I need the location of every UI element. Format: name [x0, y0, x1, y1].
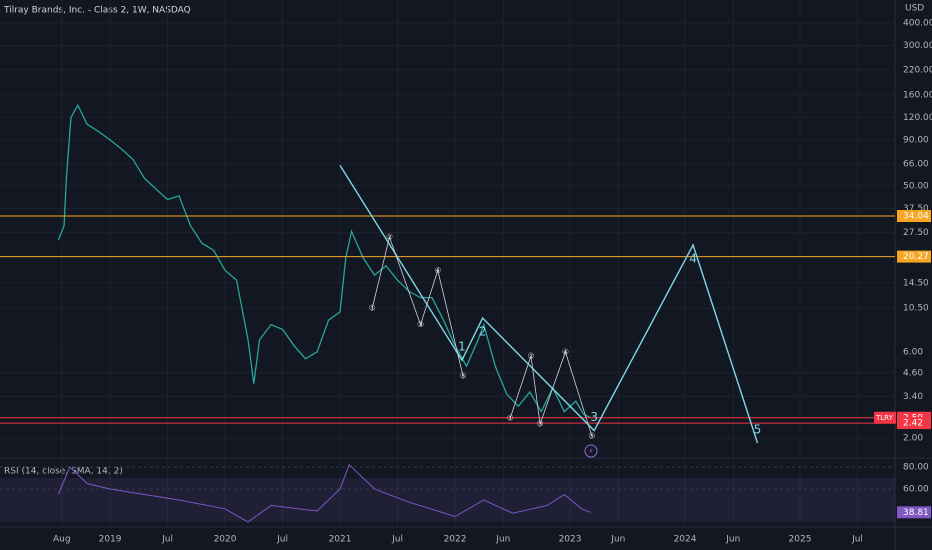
rsi-last-box [897, 506, 931, 519]
rsi-band [0, 478, 895, 522]
x-tick-label: 2022 [444, 535, 467, 545]
y-tick-label: 6.00 [903, 347, 923, 357]
chart-title: Tilray Brands, Inc. - Class 2, 1W, NASDA… [3, 6, 191, 16]
subwave-label: ② [527, 351, 534, 360]
y-tick-label: 37.50 [903, 204, 929, 214]
wave-label: 3 [590, 410, 598, 424]
subwave-label: ⑤ [588, 432, 595, 441]
y-tick-label: 3.40 [903, 392, 923, 402]
x-tick-label: 2025 [789, 535, 812, 545]
y-tick-label: 400.00 [903, 19, 932, 29]
wave-label: 2 [479, 325, 487, 339]
y-tick-label: 4.60 [903, 368, 923, 378]
subwave-label: ① [507, 414, 514, 423]
y-tick-label: 300.00 [903, 41, 932, 51]
y-tick-label: 2.00 [903, 434, 923, 444]
rsi-last-label: 38.81 [903, 508, 929, 518]
subwave-label: ② [386, 233, 393, 242]
currency: USD [905, 4, 924, 14]
subwave-line [371, 235, 464, 377]
y-tick-label: 160.00 [903, 90, 932, 100]
subwave-line [509, 350, 593, 437]
x-tick-label: 2020 [214, 535, 237, 545]
subwave-label: ① [369, 304, 376, 313]
price-line [57, 103, 592, 419]
wave-label: 1 [458, 340, 466, 354]
level-label: 2.42 [903, 419, 923, 429]
subwave-label: ④ [434, 266, 441, 275]
level-label: 34.04 [903, 211, 929, 221]
subwave-label: ③ [537, 420, 544, 429]
y-tick-label: 14.50 [903, 278, 929, 288]
y-tick-label: 66.00 [903, 160, 929, 170]
x-tick-label: Jun [495, 535, 510, 545]
y-tick-label: 220.00 [903, 65, 932, 75]
wave-label: 5 [754, 422, 762, 436]
rsi-tick-label: 80.00 [903, 463, 929, 473]
wave-line [339, 164, 759, 444]
x-tick-label: Aug [53, 535, 71, 545]
rsi-tick-label: 60.00 [903, 485, 929, 495]
y-tick-label: 27.50 [903, 228, 929, 238]
level-box [897, 209, 931, 222]
y-tick-label: 50.00 [903, 181, 929, 191]
x-tick-label: 2023 [559, 535, 582, 545]
rsi-line [57, 463, 591, 523]
subwave-label: ④ [562, 347, 569, 356]
event-icon[interactable] [584, 444, 598, 458]
x-tick-label: 2019 [99, 535, 122, 545]
x-tick-label: Jun [610, 535, 625, 545]
y-tick-label: 120.00 [903, 113, 932, 123]
ticker-box [874, 411, 896, 424]
y-tick-label: 10.50 [903, 304, 929, 314]
subwave-label: ③ [417, 320, 424, 329]
x-tick-label: 2021 [329, 535, 352, 545]
level-label: 20.27 [903, 252, 929, 262]
y-tick-label: 90.00 [903, 135, 929, 145]
level-box [897, 417, 931, 430]
x-tick-label: Jul [276, 535, 288, 545]
wave-label: 4 [689, 252, 697, 266]
x-tick-label: Jul [391, 535, 403, 545]
x-tick-label: Jun [725, 535, 740, 545]
ticker-label: TLRY [875, 414, 894, 422]
event-icon-glyph[interactable]: ⚡ [588, 447, 594, 456]
subwave-label: ⑤ [459, 372, 466, 381]
x-tick-label: 2024 [674, 535, 697, 545]
x-tick-label: Jul [161, 535, 173, 545]
level-box [897, 250, 931, 263]
x-tick-label: Jul [851, 535, 863, 545]
rsi-title: RSI (14, close, SMA, 14, 2) [4, 467, 123, 477]
